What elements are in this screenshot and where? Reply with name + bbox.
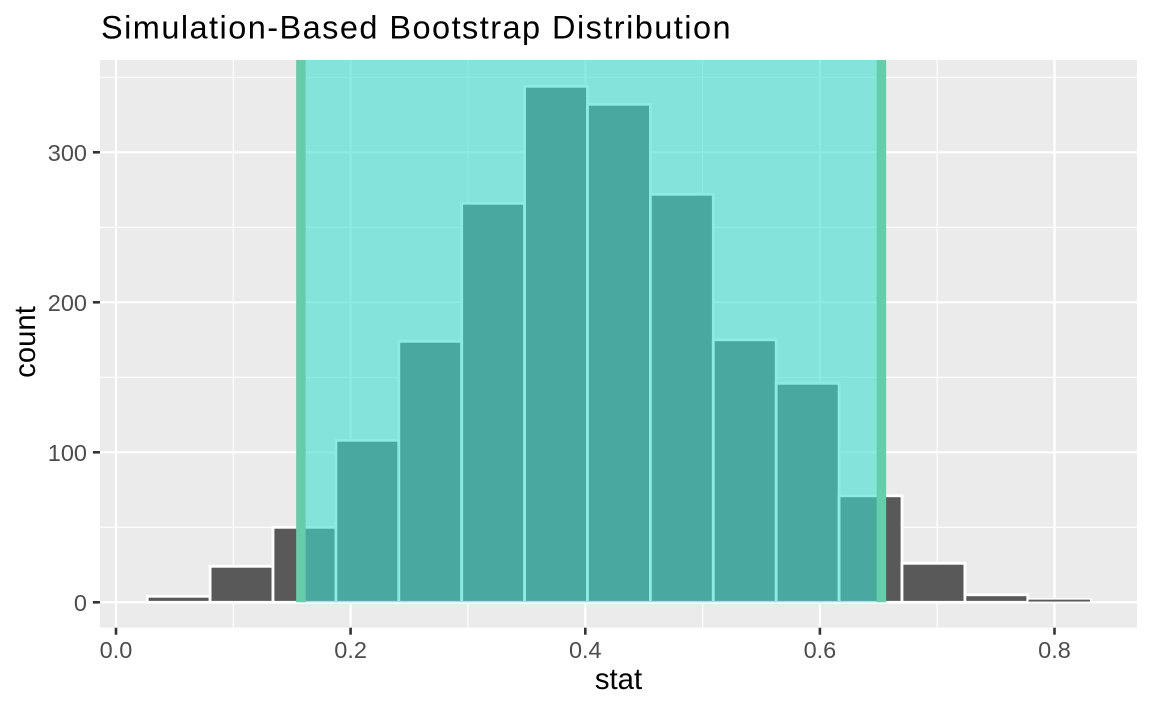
svg-text:count: count: [9, 306, 42, 378]
svg-text:100: 100: [48, 440, 87, 466]
svg-text:0: 0: [74, 590, 87, 616]
svg-text:0.0: 0.0: [100, 637, 133, 663]
svg-text:0.6: 0.6: [804, 637, 837, 663]
svg-text:0.4: 0.4: [569, 637, 602, 663]
svg-text:stat: stat: [595, 663, 642, 696]
svg-text:Simulation-Based Bootstrap Dis: Simulation-Based Bootstrap Distribution: [101, 9, 732, 45]
svg-text:0.2: 0.2: [334, 637, 367, 663]
svg-text:200: 200: [48, 290, 87, 316]
svg-text:0.8: 0.8: [1038, 637, 1071, 663]
svg-text:300: 300: [48, 140, 87, 166]
